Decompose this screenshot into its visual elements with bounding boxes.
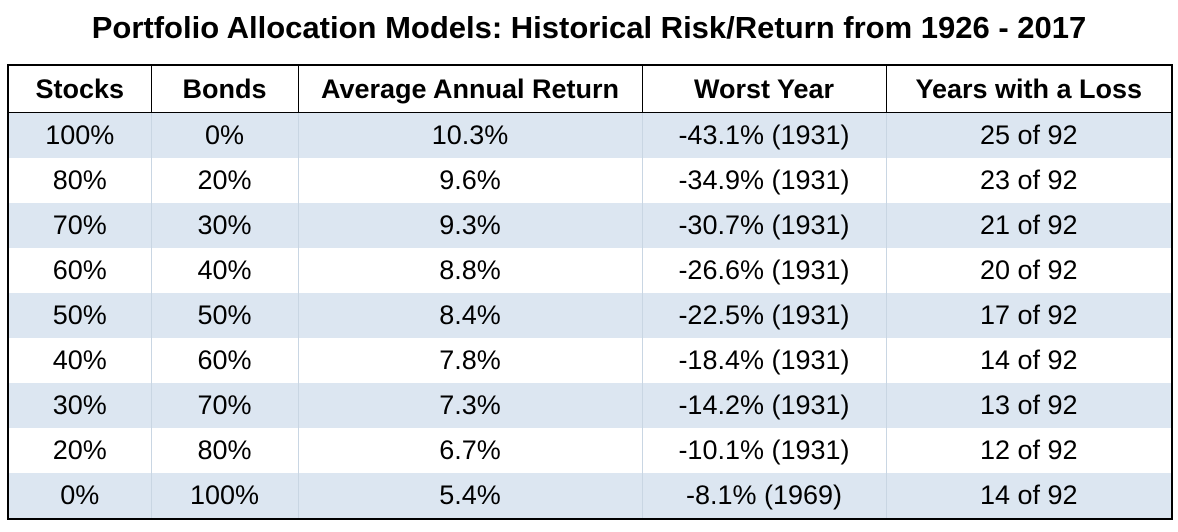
cell-average-annual-return: 10.3% <box>297 112 643 158</box>
header-years-with-loss: Years with a Loss <box>885 64 1173 113</box>
table-body: 100% 0% 10.3% -43.1% (1931) 25 of 92 80%… <box>8 112 1172 519</box>
cell-bonds: 60% <box>150 338 299 383</box>
cell-worst-year: -30.7% (1931) <box>641 203 887 248</box>
cell-stocks: 40% <box>8 338 152 383</box>
page-title: Portfolio Allocation Models: Historical … <box>91 10 1087 45</box>
table-row: 20% 80% 6.7% -10.1% (1931) 12 of 92 <box>8 428 1172 473</box>
cell-average-annual-return: 5.4% <box>297 473 643 519</box>
cell-years-with-loss: 12 of 92 <box>885 428 1172 473</box>
cell-bonds: 100% <box>150 473 299 519</box>
table-row: 30% 70% 7.3% -14.2% (1931) 13 of 92 <box>8 383 1172 428</box>
header-stocks: Stocks <box>7 64 152 113</box>
cell-worst-year: -18.4% (1931) <box>641 338 887 383</box>
cell-years-with-loss: 14 of 92 <box>885 338 1172 383</box>
table-row: 60% 40% 8.8% -26.6% (1931) 20 of 92 <box>8 248 1172 293</box>
cell-worst-year: -14.2% (1931) <box>641 383 887 428</box>
cell-stocks: 20% <box>8 428 152 473</box>
cell-bonds: 40% <box>150 248 299 293</box>
table-row: 0% 100% 5.4% -8.1% (1969) 14 of 92 <box>8 473 1172 519</box>
cell-average-annual-return: 7.3% <box>297 383 643 428</box>
header-bonds: Bonds <box>150 64 299 113</box>
cell-years-with-loss: 23 of 92 <box>885 158 1172 203</box>
cell-worst-year: -8.1% (1969) <box>641 473 887 519</box>
table-row: 50% 50% 8.4% -22.5% (1931) 17 of 92 <box>8 293 1172 338</box>
cell-average-annual-return: 8.8% <box>297 248 643 293</box>
table-row: 70% 30% 9.3% -30.7% (1931) 21 of 92 <box>8 203 1172 248</box>
cell-worst-year: -34.9% (1931) <box>641 158 887 203</box>
cell-stocks: 70% <box>8 203 152 248</box>
cell-bonds: 20% <box>150 158 299 203</box>
cell-years-with-loss: 13 of 92 <box>885 383 1172 428</box>
header-worst-year: Worst Year <box>641 64 887 113</box>
cell-bonds: 80% <box>150 428 299 473</box>
header-row: Stocks Bonds Average Annual Return Worst… <box>7 64 1173 113</box>
cell-stocks: 50% <box>8 293 152 338</box>
table-header: Stocks Bonds Average Annual Return Worst… <box>7 64 1173 113</box>
cell-average-annual-return: 9.6% <box>297 158 643 203</box>
cell-worst-year: -43.1% (1931) <box>641 112 887 158</box>
cell-stocks: 80% <box>8 158 152 203</box>
cell-years-with-loss: 14 of 92 <box>885 473 1172 519</box>
cell-worst-year: -10.1% (1931) <box>641 428 887 473</box>
cell-average-annual-return: 6.7% <box>297 428 643 473</box>
cell-average-annual-return: 7.8% <box>297 338 643 383</box>
cell-stocks: 0% <box>8 473 152 519</box>
cell-years-with-loss: 21 of 92 <box>885 203 1172 248</box>
cell-bonds: 30% <box>150 203 299 248</box>
cell-years-with-loss: 20 of 92 <box>885 248 1172 293</box>
cell-average-annual-return: 9.3% <box>297 203 643 248</box>
cell-worst-year: -22.5% (1931) <box>641 293 887 338</box>
table-row: 100% 0% 10.3% -43.1% (1931) 25 of 92 <box>8 112 1172 158</box>
table-row: 80% 20% 9.6% -34.9% (1931) 23 of 92 <box>8 158 1172 203</box>
cell-worst-year: -26.6% (1931) <box>641 248 887 293</box>
cell-years-with-loss: 25 of 92 <box>885 112 1172 158</box>
cell-bonds: 70% <box>150 383 299 428</box>
cell-stocks: 60% <box>8 248 152 293</box>
cell-stocks: 100% <box>8 112 152 158</box>
allocation-table: Stocks Bonds Average Annual Return Worst… <box>7 64 1173 520</box>
header-average-annual-return: Average Annual Return <box>297 64 643 113</box>
cell-bonds: 50% <box>150 293 299 338</box>
cell-stocks: 30% <box>8 383 152 428</box>
cell-average-annual-return: 8.4% <box>297 293 643 338</box>
cell-years-with-loss: 17 of 92 <box>885 293 1172 338</box>
table-row: 40% 60% 7.8% -18.4% (1931) 14 of 92 <box>8 338 1172 383</box>
cell-bonds: 0% <box>150 112 299 158</box>
